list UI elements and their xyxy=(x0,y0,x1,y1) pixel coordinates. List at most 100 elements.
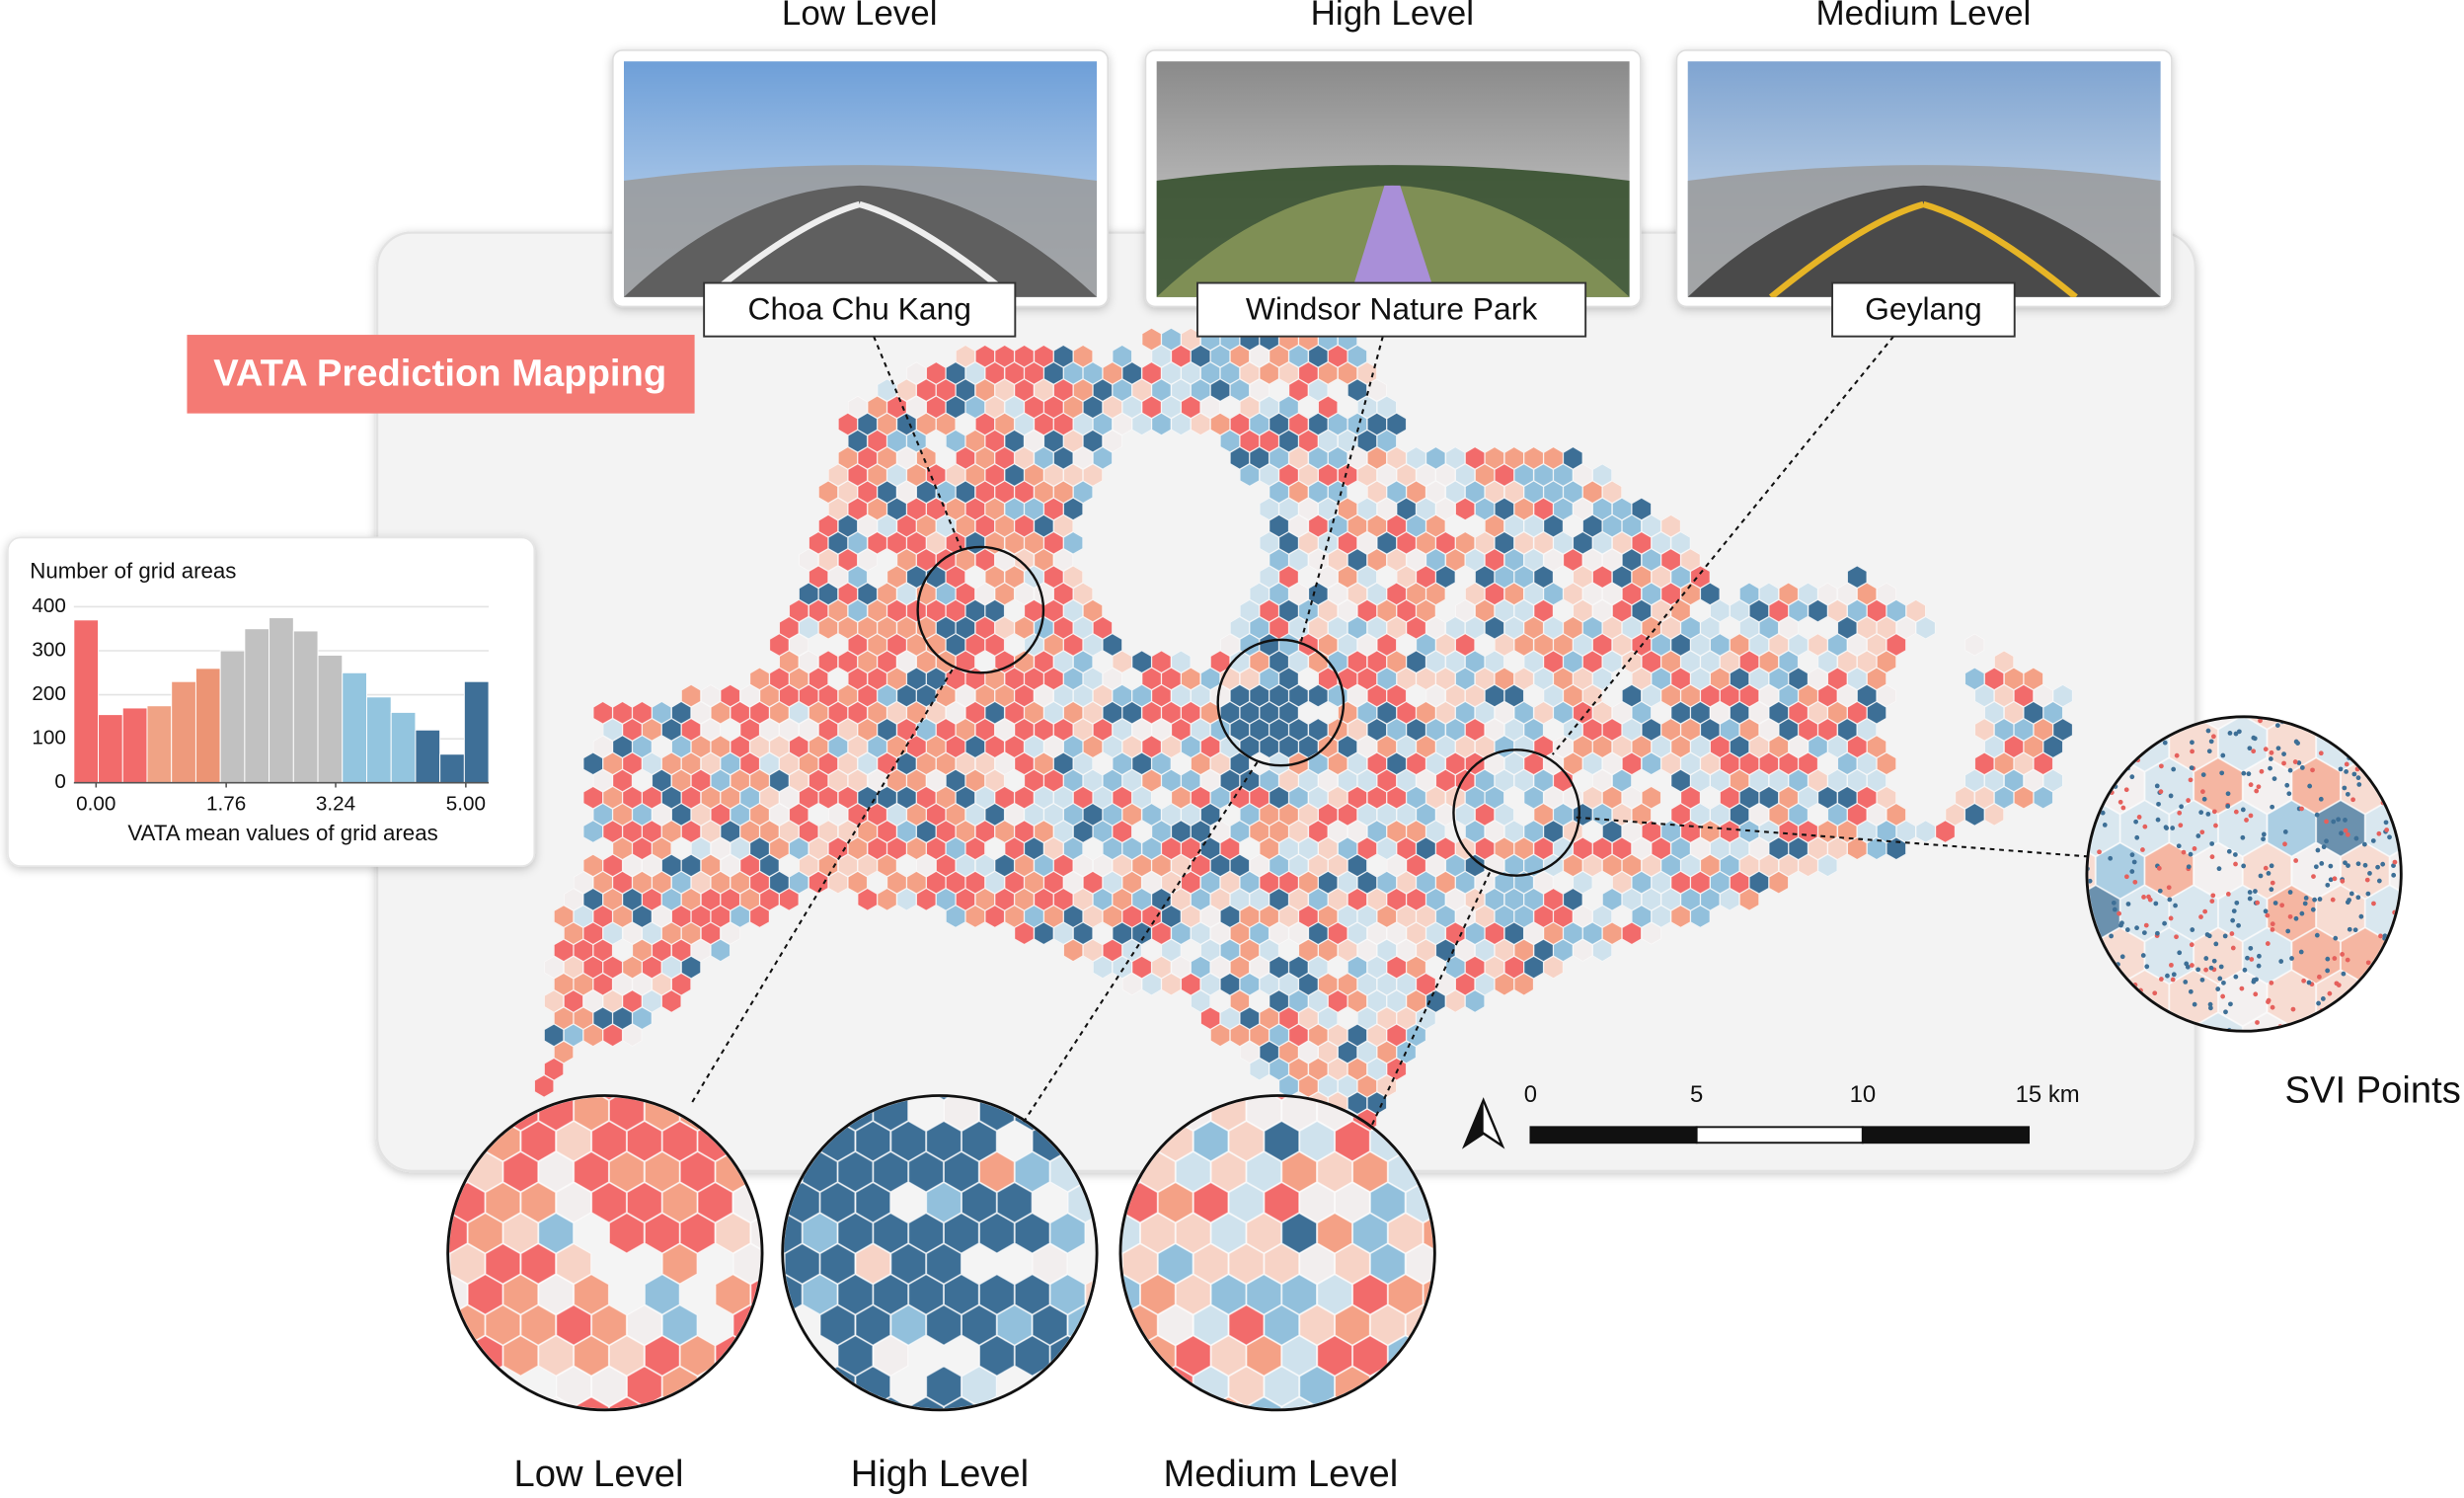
svi-dot xyxy=(2333,935,2339,941)
svi-dot xyxy=(2200,772,2206,777)
bar xyxy=(317,654,344,784)
svi-dot xyxy=(2167,897,2173,903)
svi-dot xyxy=(2263,908,2269,914)
svi-dot xyxy=(2251,979,2257,985)
svi-dot xyxy=(2358,913,2364,919)
svi-dot xyxy=(2129,852,2135,858)
svi-dot xyxy=(2210,893,2216,899)
svi-dot xyxy=(2350,1007,2355,1013)
svi-dot xyxy=(2229,931,2235,936)
svi-dot xyxy=(2247,890,2253,895)
svi-dot xyxy=(2324,838,2329,844)
svi-dot xyxy=(2355,895,2361,901)
place-name: Choa Chu Kang xyxy=(747,291,971,327)
svi-dot xyxy=(2362,862,2368,868)
x-tick-label: 0.00 xyxy=(76,792,116,815)
svi-dot xyxy=(2241,770,2247,776)
svi-dot xyxy=(2312,897,2317,903)
svi-dot xyxy=(2347,926,2352,932)
svi-dot xyxy=(2386,789,2392,795)
svi-dot xyxy=(2146,894,2151,900)
svi-dot xyxy=(2159,977,2164,982)
zoom-label: High Level xyxy=(851,1453,1029,1495)
svi-dot xyxy=(2353,744,2359,749)
svi-dot xyxy=(2343,860,2348,866)
bar xyxy=(365,696,392,784)
svi-dot xyxy=(2285,928,2291,934)
x-tick-label: 3.24 xyxy=(316,792,355,815)
svi-dot xyxy=(2154,783,2160,789)
svi-dot xyxy=(2123,787,2129,793)
svi-dot xyxy=(2117,910,2121,916)
bar xyxy=(73,619,100,784)
svi-dot xyxy=(2376,878,2382,884)
svi-dot xyxy=(2133,819,2138,825)
svi-dot xyxy=(2230,917,2236,923)
svi-dot xyxy=(2246,771,2252,777)
svi-dot xyxy=(2365,891,2371,897)
svi-dot xyxy=(2370,838,2376,843)
x-tick-label: 5.00 xyxy=(446,792,486,815)
svi-dot xyxy=(2310,767,2315,773)
svi-dot xyxy=(2203,956,2209,961)
svi-dot xyxy=(2119,954,2125,960)
svi-dot xyxy=(2299,910,2305,916)
svi-dot xyxy=(2269,887,2274,893)
bar xyxy=(171,680,196,784)
svi-dot xyxy=(2236,922,2241,928)
svi-dot xyxy=(2344,769,2348,774)
svi-dot xyxy=(2340,1002,2345,1008)
svi-dot xyxy=(2347,1001,2352,1006)
svi-dot xyxy=(2233,974,2239,980)
zoom-circle xyxy=(781,1094,1099,1412)
street-view-level: Low Level xyxy=(782,0,938,33)
svi-dot xyxy=(2225,791,2231,797)
svi-dot xyxy=(2123,874,2129,880)
svi-dot xyxy=(2255,1020,2260,1025)
y-tick-label: 300 xyxy=(32,638,66,661)
svi-dot xyxy=(2287,913,2293,919)
svi-dot xyxy=(2299,806,2304,812)
svi-dot xyxy=(2355,861,2361,867)
svi-dot xyxy=(2247,896,2253,902)
svi-dot xyxy=(2177,950,2183,956)
bar xyxy=(219,650,246,784)
svi-dot xyxy=(2141,895,2146,900)
svi-dot xyxy=(2168,793,2174,799)
svi-dot xyxy=(2207,1001,2213,1007)
svi-dot xyxy=(2188,851,2194,857)
svi-dot xyxy=(2225,892,2231,897)
svi-dot xyxy=(2307,783,2313,789)
svi-dot xyxy=(2253,991,2259,997)
zoom-label: Medium Level xyxy=(1163,1453,1398,1495)
svi-dot xyxy=(2244,818,2249,823)
svi-dot xyxy=(2265,941,2271,946)
svi-dot xyxy=(2360,998,2366,1004)
svi-dot xyxy=(2248,813,2254,819)
svi-dot xyxy=(2371,901,2376,907)
svi-dot xyxy=(2366,719,2372,724)
svi-dot xyxy=(2268,756,2273,761)
svi-dot xyxy=(2170,826,2176,830)
svi-dot xyxy=(2270,1004,2275,1010)
y-tick-label: 100 xyxy=(32,727,66,749)
svi-dot xyxy=(2200,789,2205,795)
svi-dot xyxy=(2208,965,2214,971)
bar xyxy=(121,707,148,784)
svi-dot xyxy=(2152,990,2158,996)
svi-dot xyxy=(2348,735,2353,741)
svi-dot xyxy=(2315,847,2321,853)
svi-dot xyxy=(2344,1014,2349,1020)
svi-dot xyxy=(2181,849,2187,855)
svi-dot xyxy=(2299,765,2305,770)
place-box xyxy=(703,281,1017,338)
svi-dot xyxy=(2208,739,2214,745)
connectors xyxy=(690,335,2091,1130)
svi-dot xyxy=(2275,746,2281,751)
scale-label: 10 xyxy=(1850,1081,1877,1108)
place-box xyxy=(1831,281,2016,338)
bar xyxy=(342,671,367,784)
svi-dot xyxy=(2109,933,2115,939)
svi-dot xyxy=(2261,831,2267,837)
svi-dot xyxy=(2165,973,2170,979)
